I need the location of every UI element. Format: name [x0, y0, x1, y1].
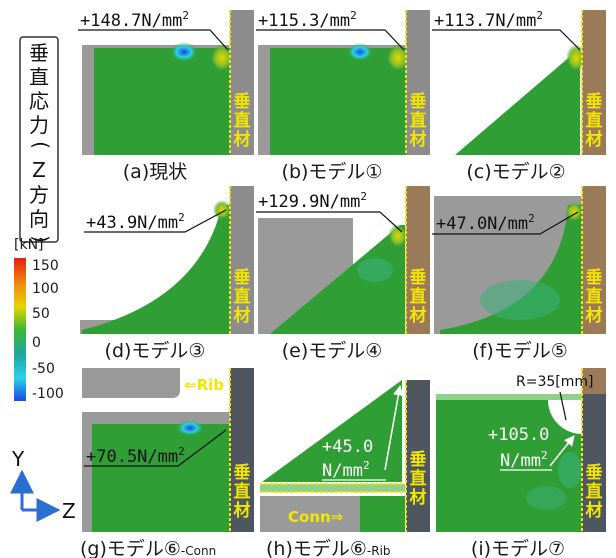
- panel-f: 垂 直 材 +47.0N/mm2 (f)モデル⑤: [432, 186, 606, 362]
- title-char: 向: [29, 207, 49, 231]
- title-char: ): [29, 235, 53, 243]
- panel-caption: (d)モデル③: [105, 340, 206, 362]
- column-label: 垂: [234, 463, 251, 483]
- column-label: 材: [234, 305, 251, 326]
- panel-caption: (c)モデル②: [466, 161, 565, 183]
- stress-value: +115.3/mm2: [258, 9, 357, 31]
- panel-d: 垂 直 材 +43.9N/mm2 (d)モデル③: [80, 186, 254, 362]
- stress-value: +43.9N/mm2: [86, 211, 185, 233]
- title-char: (: [29, 141, 53, 149]
- panel-caption: (i)モデル⑦: [471, 538, 565, 558]
- column-label: 垂: [234, 268, 251, 288]
- panel-caption: (f)モデル⑤: [472, 340, 568, 362]
- legend-tick: 50: [32, 306, 50, 322]
- legend-colorbar: [14, 258, 26, 401]
- title-char: 応: [29, 89, 49, 113]
- column-label: 直: [410, 468, 427, 489]
- legend-tick: -50: [32, 361, 55, 377]
- column-label: 垂: [586, 463, 603, 483]
- panel-c: 垂 直 材 +113.7N/mm2 (c)モデル②: [432, 9, 606, 183]
- axes-indicator: Y Z: [9, 447, 76, 523]
- column-label: 材: [410, 487, 427, 508]
- panel-h: 垂 直 材 Conn⇒ +45.0 N/mm2 (h)モデル⑥-Rib: [260, 380, 430, 558]
- column-label: 材: [586, 129, 603, 150]
- column: [230, 10, 254, 155]
- title-box: 垂 直 応 力 ( Z 方 向 ): [19, 36, 59, 243]
- panel-caption: (e)モデル④: [282, 340, 383, 362]
- panel-caption: (g)モデル⑥-Conn: [80, 538, 216, 558]
- legend-tick: -100: [32, 386, 64, 402]
- column: [406, 10, 430, 155]
- column-label: 直: [586, 286, 603, 307]
- stress-value: +45.0: [322, 437, 373, 457]
- column-label: 材: [410, 305, 427, 326]
- panel-g: 垂 直 材 ⇐Rib +70.5N/mm2 (g)モデル⑥-Conn: [80, 368, 254, 558]
- panel-e: 垂 直 材 +129.9N/mm2 (e)モデル④: [256, 186, 430, 362]
- panel-caption: (a)現状: [123, 161, 187, 183]
- column: [406, 380, 430, 532]
- column: [230, 368, 254, 532]
- column-label: 垂: [586, 92, 603, 112]
- rib-tag: ⇐Rib: [184, 376, 224, 394]
- stress-value: +113.7N/mm2: [434, 9, 543, 31]
- stress-value-unit: N/mm2: [322, 459, 370, 481]
- panel-i: 垂 直 材 R=35[mm] +105.0 N/mm2 (i)モデル⑦: [436, 368, 606, 558]
- column-label: 直: [234, 286, 251, 307]
- column-label: 材: [410, 129, 427, 150]
- stress-value: +70.5N/mm2: [86, 445, 185, 467]
- column: [582, 368, 606, 532]
- stress-value: +129.9N/mm2: [258, 190, 367, 212]
- title-char: 垂: [29, 41, 49, 65]
- axis-y-label: Y: [11, 447, 25, 471]
- legend-unit: [kN]: [14, 237, 44, 253]
- stress-value-unit: N/mm2: [500, 449, 548, 471]
- title-char: 力: [29, 113, 49, 137]
- panel-caption: (b)モデル①: [282, 161, 383, 183]
- column: [230, 186, 254, 334]
- column-label: 垂: [586, 268, 603, 288]
- conn-tag: Conn⇒: [288, 508, 343, 526]
- column-label: 直: [410, 110, 427, 131]
- panel-b: 垂 直 材 +115.3/mm2 (b)モデル①: [256, 9, 430, 183]
- axis-z-label: Z: [62, 499, 76, 523]
- column-label: 垂: [410, 450, 427, 470]
- column-label: 直: [234, 481, 251, 502]
- column-label: 直: [410, 286, 427, 307]
- title-char: Z: [32, 158, 46, 182]
- column: [582, 10, 606, 155]
- column-label: 材: [234, 500, 251, 521]
- panel-a: 垂 直 材 +148.7N/mm2 (a)現状: [78, 9, 254, 183]
- stress-value: +148.7N/mm2: [80, 9, 189, 31]
- column: [582, 186, 606, 334]
- legend-tick: 0: [32, 335, 41, 351]
- column-label: 直: [234, 110, 251, 131]
- color-legend: [kN] 150 100 50 0 -50 -100: [14, 237, 64, 402]
- stress-value: +47.0N/mm2: [436, 212, 535, 234]
- column-label: 垂: [410, 268, 427, 288]
- panel-caption: (h)モデル⑥-Rib: [266, 538, 391, 558]
- column: [406, 186, 430, 334]
- stress-value: +105.0: [488, 425, 549, 445]
- column-label: 垂: [410, 92, 427, 112]
- column-label: 材: [586, 305, 603, 326]
- column-label: 垂: [234, 92, 251, 112]
- column-label: 材: [234, 129, 251, 150]
- column-label: 直: [586, 110, 603, 131]
- title-char: 方: [29, 183, 49, 207]
- title-char: 直: [29, 65, 49, 89]
- legend-tick: 100: [32, 281, 59, 297]
- column-label: 材: [586, 500, 603, 521]
- column-label: 直: [586, 481, 603, 502]
- legend-tick: 150: [32, 258, 59, 274]
- radius-label: R=35[mm]: [516, 374, 593, 390]
